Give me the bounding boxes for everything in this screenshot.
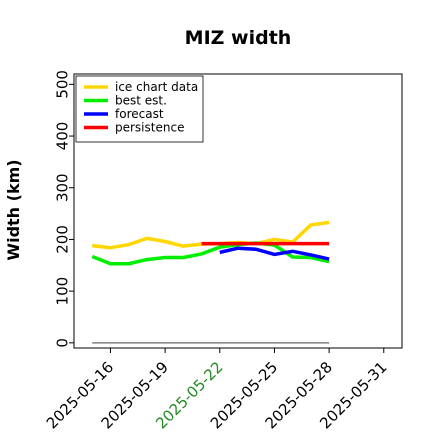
y-tick-label: 400 — [53, 122, 71, 151]
series-line-best-est — [91, 241, 330, 266]
y-tick-label: 300 — [53, 173, 71, 202]
y-tick-label: 500 — [53, 70, 71, 99]
chart-title: MIZ width — [185, 27, 292, 49]
legend-label-forecast: forecast — [115, 107, 164, 121]
legend-label-persistence: persistence — [115, 121, 184, 135]
y-axis-ticks: 0 100 200 300 400 500 — [53, 70, 74, 348]
series-line-forecast — [219, 246, 330, 261]
plot-frame — [73, 73, 403, 349]
x-axis-ticks: 2025-05-162025-05-192025-05-222025-05-25… — [43, 348, 391, 432]
y-tick-label: 0 — [53, 338, 71, 348]
legend-label-ice-chart-data: ice chart data — [115, 80, 198, 94]
legend-label-best-est: best est. — [115, 94, 167, 108]
y-tick-label: 200 — [53, 225, 71, 254]
y-axis-label: Width (km) — [4, 159, 23, 260]
series-group — [91, 220, 330, 344]
y-tick-label: 100 — [53, 277, 71, 306]
